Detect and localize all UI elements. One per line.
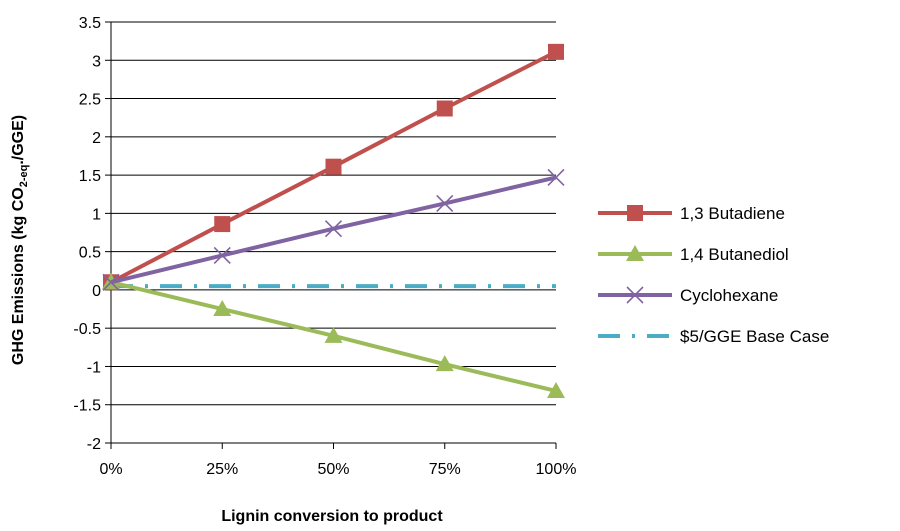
data-point	[214, 216, 231, 233]
x-tick-label: 75%	[429, 461, 461, 478]
legend-item: Cyclohexane	[598, 286, 778, 305]
y-tick-labels: -2 -1.5 -1 -0.5 0 0.5 1 1.5 2 2.5 3 3.5	[73, 15, 101, 453]
y-tick-label: 2	[92, 130, 101, 147]
legend-item: 1,3 Butadiene	[598, 204, 785, 223]
grid-lines	[111, 21, 556, 444]
y-axis-title-prefix: GHG Emissions (kg CO	[10, 187, 27, 365]
series-1	[102, 273, 565, 398]
plot-area	[102, 43, 565, 398]
y-tick-label: -1	[87, 359, 101, 376]
y-axis-title-subscript: 2-eq	[18, 165, 30, 188]
y-axis-title: GHG Emissions (kg CO2-eq./GGE)	[10, 115, 30, 365]
series-line	[110, 175, 557, 285]
x-tick-labels: 0% 25% 50% 75% 100%	[99, 461, 576, 478]
y-tick-label: -1.5	[73, 398, 101, 415]
x-tick-label: 100%	[536, 461, 577, 478]
y-axis-title-suffix: ./GGE)	[10, 115, 27, 165]
data-point	[324, 326, 343, 343]
y-tick-label: 1	[92, 206, 101, 223]
legend-item: $5/GGE Base Case	[598, 327, 829, 346]
data-point	[436, 194, 454, 212]
y-tick-label: -0.5	[73, 321, 101, 338]
data-point	[547, 168, 565, 186]
legend-label: 1,3 Butadiene	[680, 204, 785, 223]
legend: 1,3 Butadiene 1,4 Butanediol Cyclohexane $5…	[598, 204, 829, 346]
data-point	[213, 246, 231, 265]
y-tick-label: 3.5	[79, 15, 101, 32]
legend-label: 1,4 Butanediol	[680, 245, 789, 264]
axes	[105, 21, 557, 449]
legend-label: $5/GGE Base Case	[680, 327, 829, 346]
series-2	[102, 168, 565, 291]
legend-item: 1,4 Butanediol	[598, 245, 789, 264]
data-point	[325, 158, 342, 175]
data-point	[102, 273, 120, 291]
legend-label: Cyclohexane	[680, 286, 778, 305]
x-tick-label: 25%	[206, 461, 238, 478]
y-tick-label: 0	[92, 283, 101, 300]
legend-marker	[627, 205, 643, 221]
data-point	[213, 300, 232, 317]
legend-marker	[626, 286, 644, 304]
data-point	[436, 100, 453, 117]
legend-marker	[626, 245, 644, 261]
y-tick-label: 0.5	[79, 245, 101, 262]
data-point	[547, 381, 565, 398]
data-point	[435, 355, 454, 372]
data-point	[324, 220, 343, 238]
y-tick-label: 2.5	[79, 92, 101, 109]
y-tick-label: 1.5	[79, 168, 101, 185]
y-tick-label: 3	[92, 53, 101, 70]
x-axis-title: Lignin conversion to product	[221, 508, 443, 525]
y-tick-label: -2	[87, 436, 101, 453]
series-0	[103, 43, 564, 291]
data-point	[548, 43, 564, 60]
x-tick-label: 0%	[99, 461, 122, 478]
x-tick-label: 50%	[317, 461, 349, 478]
